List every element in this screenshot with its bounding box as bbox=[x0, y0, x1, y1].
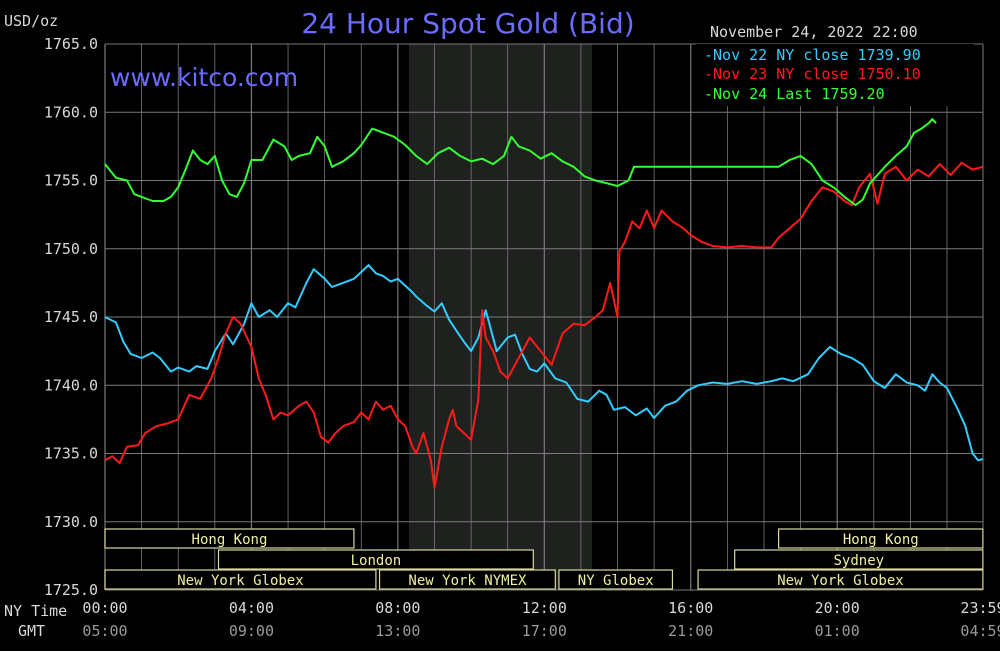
x-axis-tick-labels: 00:00 05:00 04:00 09:00 08:00 13:00 12:00 17:00… bbox=[82, 599, 1000, 640]
legend-entry-nov23: -Nov 23 NY close 1750.10 bbox=[704, 65, 921, 83]
legend-entry-nov24: -Nov 24 Last 1759.20 bbox=[704, 85, 885, 103]
session-label: Hong Kong bbox=[192, 532, 268, 548]
session-box bbox=[778, 528, 984, 549]
gmt-row-label: GMT bbox=[18, 622, 45, 640]
legend-entry-nov22: -Nov 22 NY close 1739.90 bbox=[704, 46, 921, 64]
series-lines bbox=[104, 118, 984, 489]
y-axis-tick-labels: 1765.0 1760.0 1755.0 1750.0 1745.0 1740.0 1735… bbox=[44, 35, 98, 599]
chart-title: 24 Hour Spot Gold (Bid) bbox=[301, 7, 634, 40]
session-box bbox=[734, 549, 984, 570]
x-tick-label-ny: 00:00 bbox=[82, 599, 127, 617]
y-tick-label: 1735.0 bbox=[44, 445, 98, 463]
x-tick-label-ny: 23:59 bbox=[960, 599, 1000, 617]
y-tick-label: 1730.0 bbox=[44, 513, 98, 531]
trading-sessions: Hong Kong Hong Kong London Sydney New York G… bbox=[104, 528, 984, 590]
series-line-nov23 bbox=[104, 161, 984, 489]
x-tick-label-gmt: 17:00 bbox=[522, 622, 567, 640]
chart-grid bbox=[104, 43, 984, 591]
session-box bbox=[217, 549, 534, 570]
session-box bbox=[378, 569, 556, 590]
unit-label: USD/oz bbox=[4, 12, 58, 30]
x-tick-label-gmt: 01:00 bbox=[815, 622, 860, 640]
y-tick-label: 1740.0 bbox=[44, 376, 98, 394]
session-box bbox=[558, 569, 674, 590]
y-tick-label: 1755.0 bbox=[44, 172, 98, 190]
session-label: New York Globex bbox=[177, 573, 303, 589]
session-label: NY Globex bbox=[578, 573, 654, 589]
x-tick-label-ny: 08:00 bbox=[375, 599, 420, 617]
x-tick-label-gmt: 21:00 bbox=[668, 622, 713, 640]
y-tick-label: 1760.0 bbox=[44, 103, 98, 121]
session-label: New York NYMEX bbox=[408, 573, 527, 589]
x-tick-label-ny: 20:00 bbox=[815, 599, 860, 617]
session-box bbox=[104, 528, 355, 549]
ny-time-row-label: NY Time bbox=[4, 602, 67, 620]
session-label: London bbox=[351, 553, 402, 569]
y-tick-label: 1745.0 bbox=[44, 308, 98, 326]
timestamp: November 24, 2022 22:00 bbox=[710, 23, 918, 41]
x-tick-label-ny: 04:00 bbox=[229, 599, 274, 617]
x-tick-label-ny: 16:00 bbox=[668, 599, 713, 617]
session-box bbox=[697, 569, 984, 590]
y-tick-label: 1765.0 bbox=[44, 35, 98, 53]
session-box bbox=[104, 569, 377, 590]
x-tick-label-gmt: 13:00 bbox=[375, 622, 420, 640]
session-label: Sydney bbox=[833, 553, 884, 569]
session-label: Hong Kong bbox=[843, 532, 919, 548]
x-tick-label-gmt: 04:59 bbox=[960, 622, 1000, 640]
x-tick-label-gmt: 05:00 bbox=[82, 622, 127, 640]
series-line-nov24 bbox=[104, 118, 937, 207]
y-tick-label: 1750.0 bbox=[44, 240, 98, 258]
x-tick-label-ny: 12:00 bbox=[522, 599, 567, 617]
session-label: New York Globex bbox=[777, 573, 903, 589]
x-tick-label-gmt: 09:00 bbox=[229, 622, 274, 640]
legend-box bbox=[696, 44, 974, 106]
watermark: www.kitco.com bbox=[110, 63, 298, 92]
series-line-nov22 bbox=[104, 264, 984, 462]
y-tick-label: 1725.0 bbox=[44, 581, 98, 599]
